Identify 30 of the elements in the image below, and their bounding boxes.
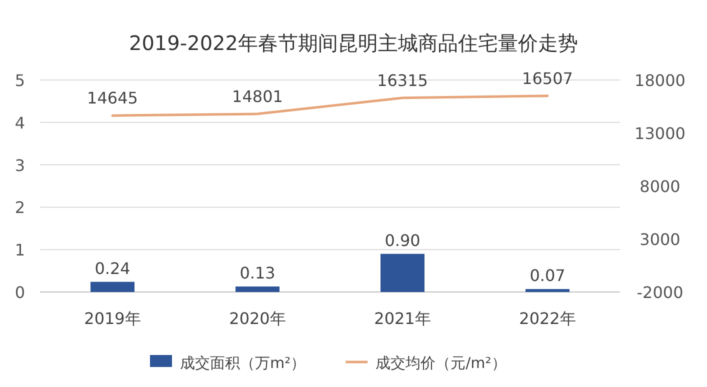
data-label: 0.24 xyxy=(94,258,130,278)
y2-tick-label: -2000 xyxy=(636,283,684,302)
data-label: 0.90 xyxy=(384,230,420,250)
legend-label: 成交面积（万m²） xyxy=(180,354,306,372)
y-tick-label: 1 xyxy=(14,240,26,260)
x-tick-label: 2022年 xyxy=(519,309,576,328)
y-tick-label: 0 xyxy=(14,283,26,302)
x-tick-label: 2021年 xyxy=(374,309,431,328)
y2-tick-label: 18000 xyxy=(634,71,686,90)
y2-tick-label: 3000 xyxy=(640,230,680,249)
data-label: 16507 xyxy=(522,68,573,88)
bar xyxy=(380,254,424,292)
y-tick-label: 4 xyxy=(14,113,26,132)
y-tick-label: 2 xyxy=(14,198,26,218)
y2-tick-label: 13000 xyxy=(634,124,686,143)
bar xyxy=(526,289,570,292)
bar xyxy=(236,286,280,292)
y2-tick-label: 8000 xyxy=(640,177,680,196)
data-label: 14801 xyxy=(232,86,283,106)
bar xyxy=(90,282,134,292)
data-label: 0.13 xyxy=(240,263,276,282)
data-label: 16315 xyxy=(377,70,428,90)
legend-label: 成交均价（元/m²） xyxy=(376,354,506,372)
data-label: 14645 xyxy=(87,88,138,108)
chart-title: 2019-2022年春节期间昆明主城商品住宅量价走势 xyxy=(128,31,578,55)
data-label: 0.07 xyxy=(530,266,566,286)
x-tick-label: 2019年 xyxy=(84,309,141,328)
y-tick-label: 3 xyxy=(14,156,26,175)
y-tick-label: 5 xyxy=(14,71,26,90)
x-tick-label: 2020年 xyxy=(229,309,286,328)
